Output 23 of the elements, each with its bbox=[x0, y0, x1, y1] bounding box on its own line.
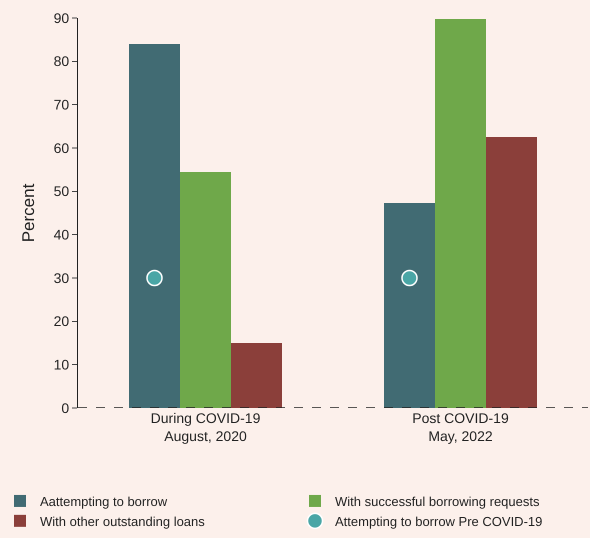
y-tick-label: 30 bbox=[54, 270, 70, 286]
bar bbox=[231, 343, 282, 408]
y-axis-title: Percent bbox=[19, 183, 38, 242]
y-tick-label: 50 bbox=[54, 183, 70, 200]
y-tick-label: 20 bbox=[54, 313, 70, 330]
y-tick-label: 90 bbox=[54, 10, 70, 26]
bar bbox=[384, 203, 435, 408]
bar bbox=[435, 19, 486, 408]
legend-label: With successful borrowing requests bbox=[335, 494, 540, 510]
x-tick-label: Post COVID-19 May, 2022 bbox=[412, 410, 509, 444]
bar bbox=[180, 172, 231, 408]
y-tick-label: 60 bbox=[54, 140, 70, 156]
y-tick-label: 70 bbox=[54, 96, 70, 113]
y-tick-label: 10 bbox=[54, 356, 70, 373]
y-tick-label: 40 bbox=[54, 226, 70, 243]
legend-label: With other outstanding loans bbox=[40, 514, 206, 529]
legend-label: Attempting to borrow Pre COVID-19 bbox=[335, 514, 542, 529]
x-tick-label: During COVID-19 August, 2020 bbox=[150, 410, 261, 444]
bar bbox=[486, 137, 537, 408]
y-tick-label: 80 bbox=[54, 53, 70, 70]
bar bbox=[129, 44, 180, 408]
legend-label: Aattempting to borrow bbox=[40, 494, 168, 510]
y-tick-label: 0 bbox=[61, 400, 70, 416]
